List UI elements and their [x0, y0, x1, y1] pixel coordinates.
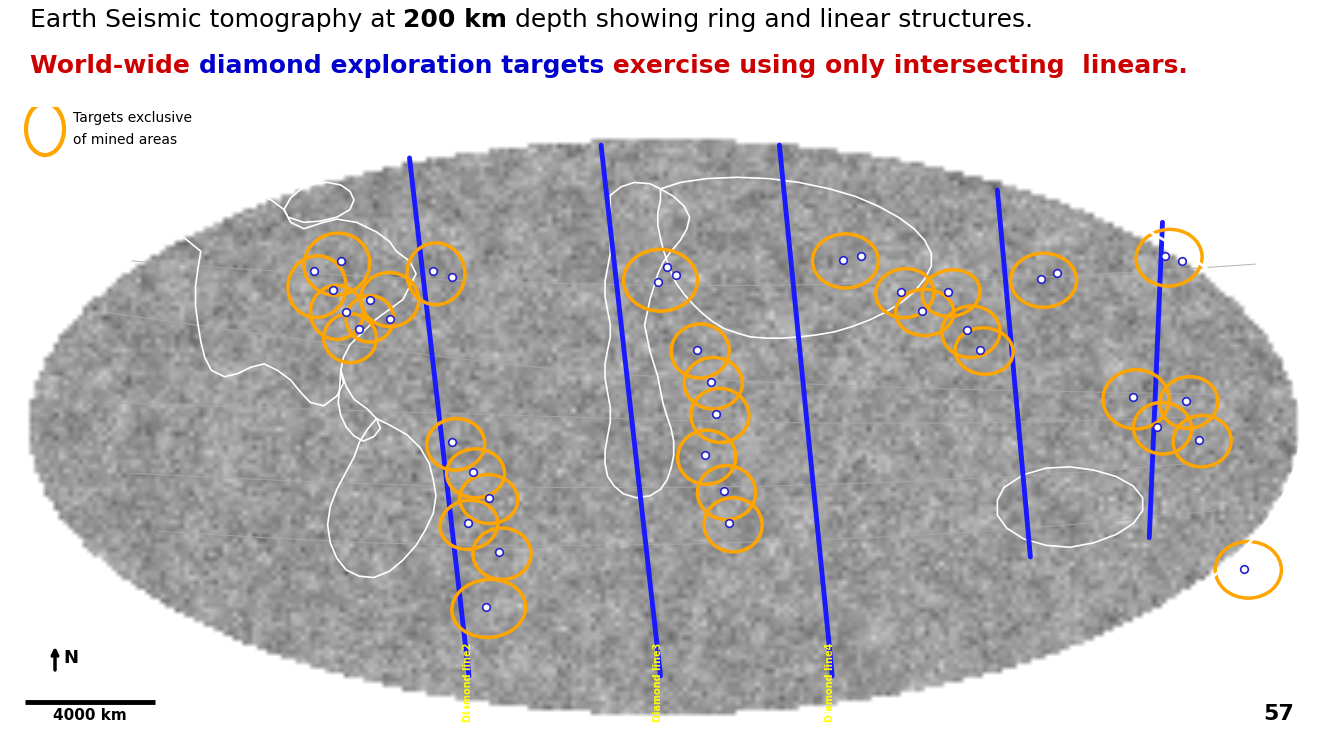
- Text: depth showing ring and linear structures.: depth showing ring and linear structures…: [507, 8, 1033, 32]
- Text: Diamond line2: Diamond line2: [462, 643, 473, 722]
- Text: 4000 km: 4000 km: [53, 708, 127, 723]
- Text: Diamond line4: Diamond line4: [824, 643, 835, 722]
- Text: N: N: [63, 649, 78, 667]
- Text: Targets exclusive: Targets exclusive: [73, 111, 192, 125]
- Text: Diamond line3: Diamond line3: [653, 643, 663, 722]
- Text: World-wide: World-wide: [30, 55, 198, 79]
- Text: of mined areas: of mined areas: [73, 133, 177, 147]
- Text: Earth Seismic tomography at: Earth Seismic tomography at: [30, 8, 403, 32]
- Text: exercise using only intersecting  linears.: exercise using only intersecting linears…: [604, 55, 1188, 79]
- Text: 200 km: 200 km: [403, 8, 507, 32]
- Text: 57: 57: [1264, 704, 1295, 724]
- Text: diamond exploration targets: diamond exploration targets: [198, 55, 604, 79]
